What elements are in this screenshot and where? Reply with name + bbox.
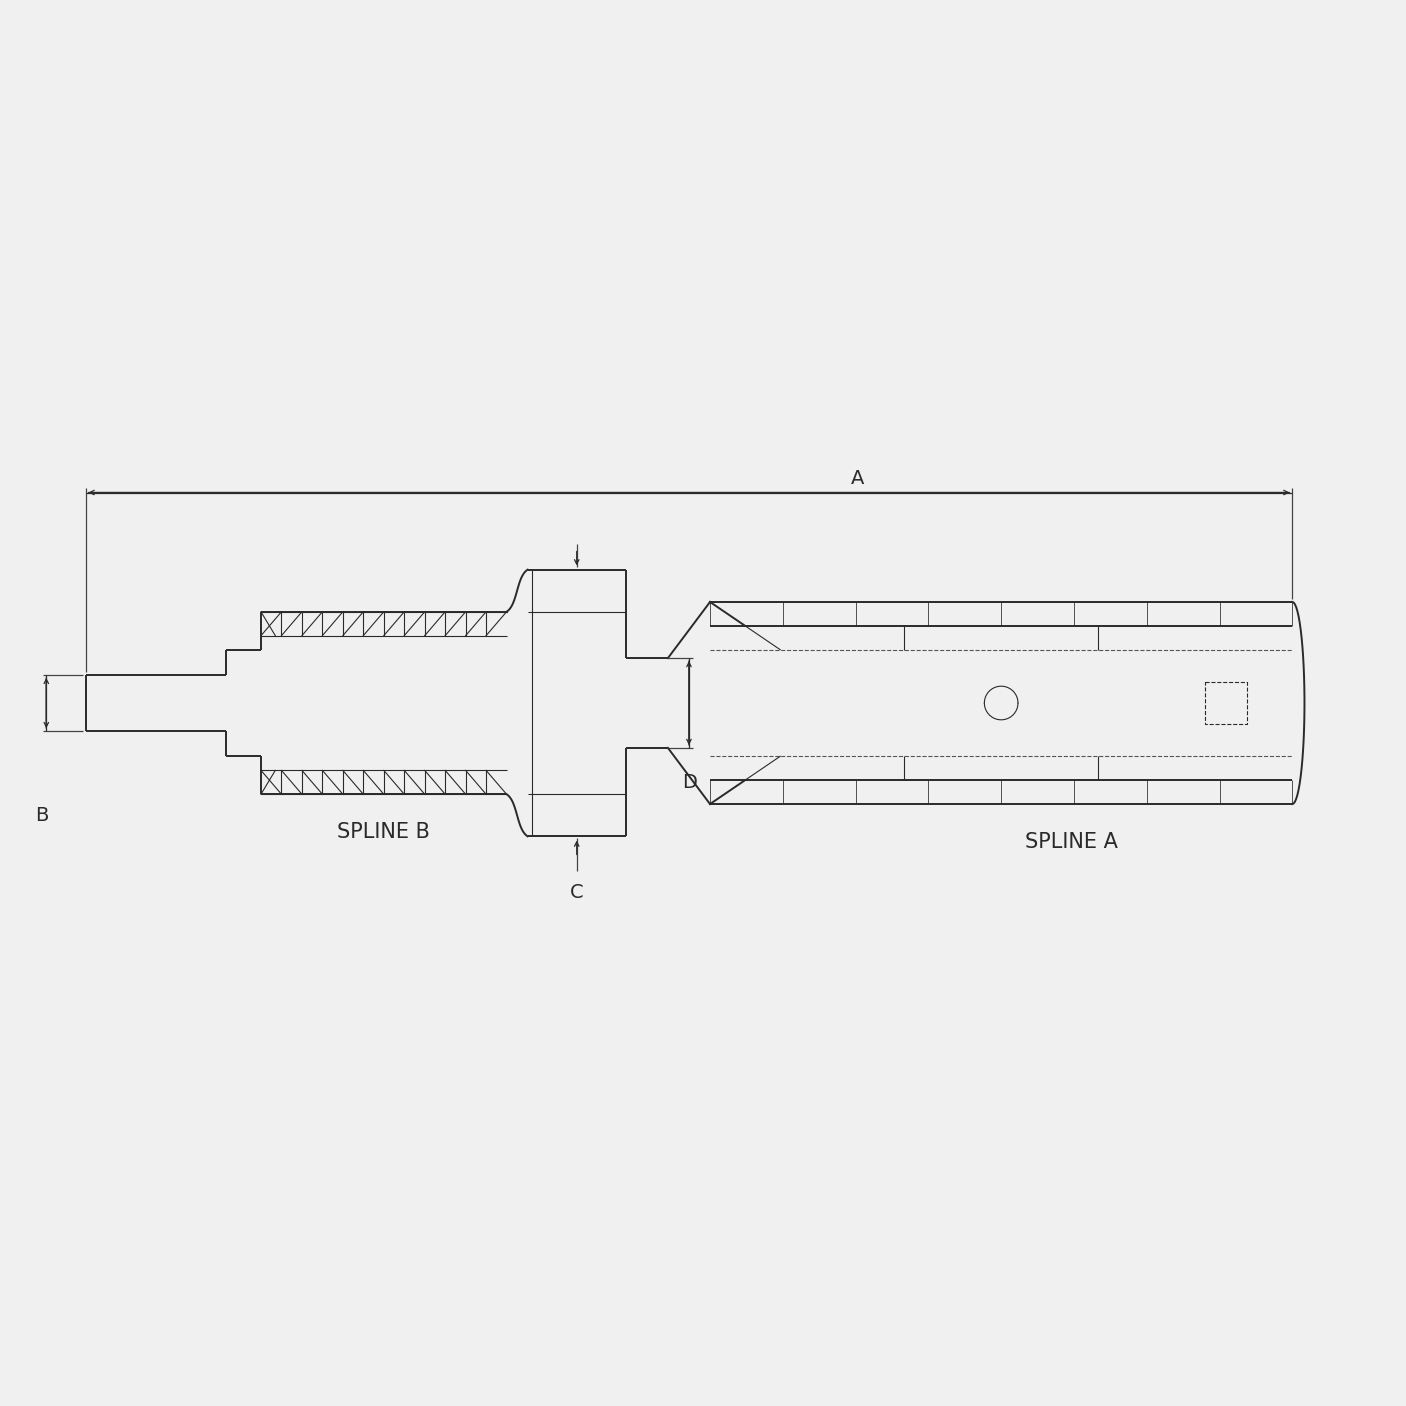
Text: B: B — [35, 806, 49, 825]
Text: A: A — [851, 470, 865, 488]
Text: SPLINE A: SPLINE A — [1025, 832, 1118, 852]
Text: D: D — [682, 773, 697, 792]
Text: SPLINE B: SPLINE B — [337, 823, 430, 842]
Text: C: C — [569, 883, 583, 901]
